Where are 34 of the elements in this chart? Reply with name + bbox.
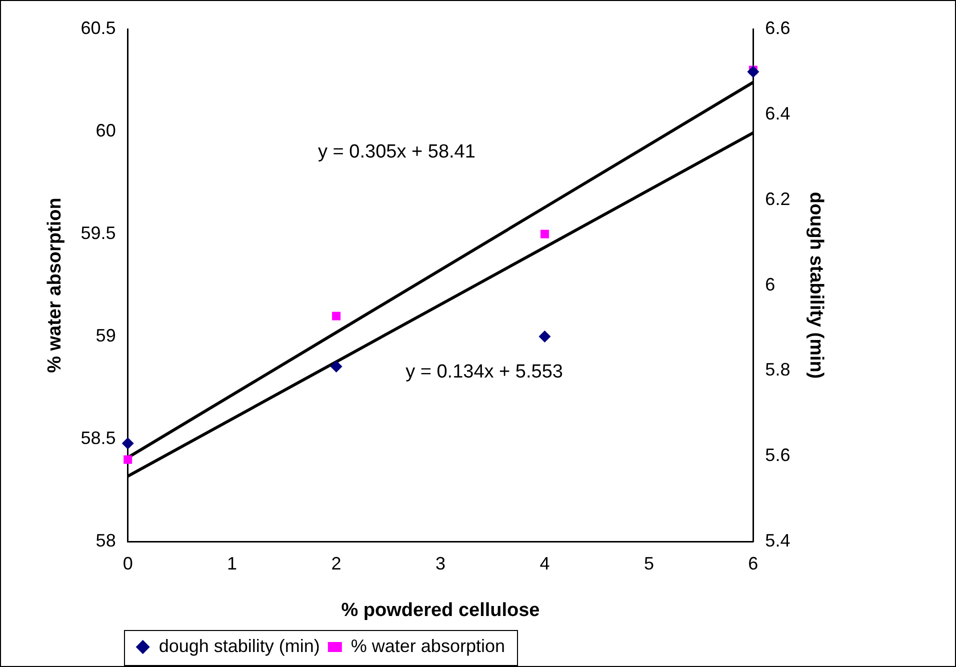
y-axis-title: % water absorption bbox=[44, 198, 66, 373]
x-tick-label: 1 bbox=[227, 553, 238, 574]
y2-tick-label: 5.6 bbox=[765, 445, 790, 466]
y-tick-label: 59 bbox=[96, 326, 116, 346]
y2-tick-label: 6 bbox=[765, 274, 776, 294]
annotation: y = 0.134x + 5.553 bbox=[406, 362, 563, 383]
x-tick-label: 6 bbox=[748, 553, 758, 574]
y2-axis-title: dough stability (min) bbox=[805, 192, 826, 379]
x-tick-label: 4 bbox=[540, 553, 550, 574]
y2-tick-label: 6.4 bbox=[765, 103, 790, 124]
legend-label: % water absorption bbox=[350, 636, 505, 656]
y2-tick-label: 6.6 bbox=[765, 18, 790, 38]
point bbox=[122, 437, 134, 450]
y-tick-label: 60 bbox=[96, 120, 116, 140]
y2-tick-label: 6.2 bbox=[765, 188, 790, 209]
x-tick-label: 3 bbox=[436, 553, 446, 574]
x-tick-label: 0 bbox=[122, 553, 133, 574]
point bbox=[747, 66, 760, 78]
point bbox=[540, 230, 549, 238]
y-tick-label: 60.5 bbox=[80, 18, 116, 38]
point bbox=[330, 360, 342, 372]
point bbox=[124, 455, 132, 464]
y2-tick-label: 5.4 bbox=[765, 530, 790, 551]
y2-tick-label: 5.8 bbox=[765, 360, 790, 380]
x-tick-label: 5 bbox=[644, 553, 654, 574]
y-tick-label: 58 bbox=[96, 530, 116, 551]
y-tick-label: 58.5 bbox=[80, 428, 116, 448]
point bbox=[332, 312, 341, 320]
annotation: y = 0.305x + 58.41 bbox=[318, 141, 476, 162]
y-tick-label: 59.5 bbox=[80, 223, 116, 244]
point bbox=[538, 330, 551, 343]
x-tick-label: 2 bbox=[331, 553, 342, 574]
legend-label: dough stability (min) bbox=[158, 636, 320, 656]
x-axis-title: % powdered cellulose bbox=[341, 600, 540, 621]
